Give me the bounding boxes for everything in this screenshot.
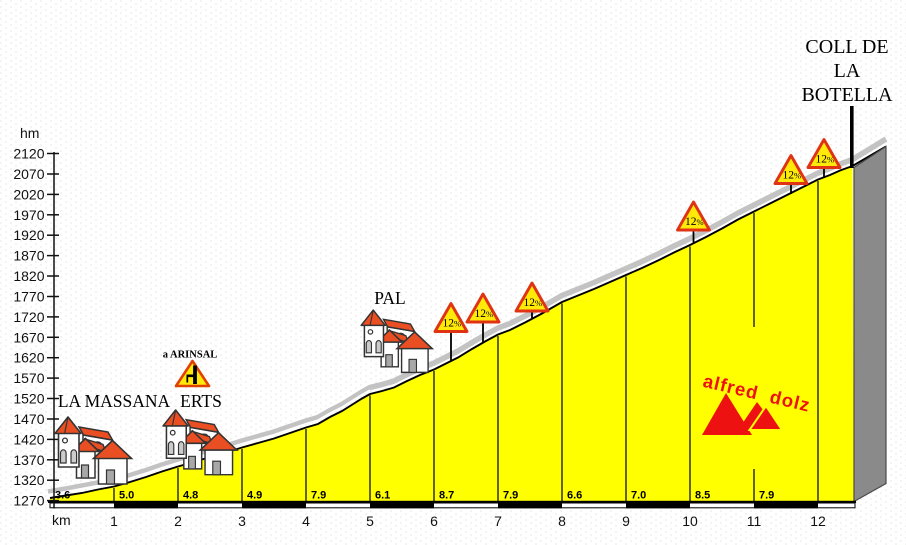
svg-text:7: 7 [494, 513, 502, 529]
svg-text:2070: 2070 [13, 166, 44, 182]
svg-text:1370: 1370 [13, 452, 44, 468]
svg-text:9: 9 [622, 513, 630, 529]
svg-text:6.6: 6.6 [567, 490, 582, 502]
svg-text:LA MASSANA: LA MASSANA [58, 391, 171, 411]
svg-text:1470: 1470 [13, 411, 44, 427]
svg-text:1320: 1320 [13, 472, 44, 488]
svg-text:4: 4 [302, 513, 310, 529]
svg-text:6.1: 6.1 [375, 490, 390, 502]
svg-text:1970: 1970 [13, 207, 44, 223]
svg-text:2: 2 [174, 513, 182, 529]
svg-text:1770: 1770 [13, 289, 44, 305]
svg-text:10: 10 [682, 513, 698, 529]
svg-text:4.8: 4.8 [183, 490, 198, 502]
svg-text:2120: 2120 [13, 146, 44, 162]
svg-text:1: 1 [110, 513, 118, 529]
svg-text:7.9: 7.9 [759, 490, 774, 502]
svg-text:1420: 1420 [13, 431, 44, 447]
svg-text:ERTS: ERTS [180, 391, 222, 411]
svg-text:12: 12 [810, 513, 826, 529]
svg-text:7.0: 7.0 [631, 490, 646, 502]
svg-text:COLL DE: COLL DE [805, 36, 888, 58]
svg-text:1820: 1820 [13, 268, 44, 284]
svg-text:3: 3 [238, 513, 246, 529]
svg-text:1620: 1620 [13, 350, 44, 366]
svg-text:LA: LA [834, 60, 861, 82]
svg-text:2020: 2020 [13, 186, 44, 202]
svg-text:7.9: 7.9 [311, 490, 326, 502]
svg-text:1570: 1570 [13, 370, 44, 386]
svg-text:1270: 1270 [13, 493, 44, 509]
svg-text:PAL: PAL [374, 288, 405, 308]
svg-text:11: 11 [747, 513, 762, 529]
svg-text:1920: 1920 [13, 227, 44, 243]
svg-text:7.9: 7.9 [503, 490, 518, 502]
svg-text:km: km [52, 512, 71, 528]
svg-text:BOTELLA: BOTELLA [801, 84, 893, 106]
svg-text:5: 5 [366, 513, 374, 529]
svg-text:6: 6 [430, 513, 438, 529]
svg-text:a ARINSAL: a ARINSAL [163, 350, 218, 361]
svg-text:4.9: 4.9 [247, 490, 262, 502]
svg-text:8.5: 8.5 [695, 490, 710, 502]
svg-text:hm: hm [20, 125, 39, 141]
svg-text:1670: 1670 [13, 329, 44, 345]
svg-text:1870: 1870 [13, 248, 44, 264]
svg-text:8: 8 [558, 513, 566, 529]
svg-text:5.0: 5.0 [119, 490, 134, 502]
svg-text:1520: 1520 [13, 391, 44, 407]
svg-text:3.6: 3.6 [55, 490, 70, 502]
svg-text:1720: 1720 [13, 309, 44, 325]
svg-text:8.7: 8.7 [439, 490, 454, 502]
